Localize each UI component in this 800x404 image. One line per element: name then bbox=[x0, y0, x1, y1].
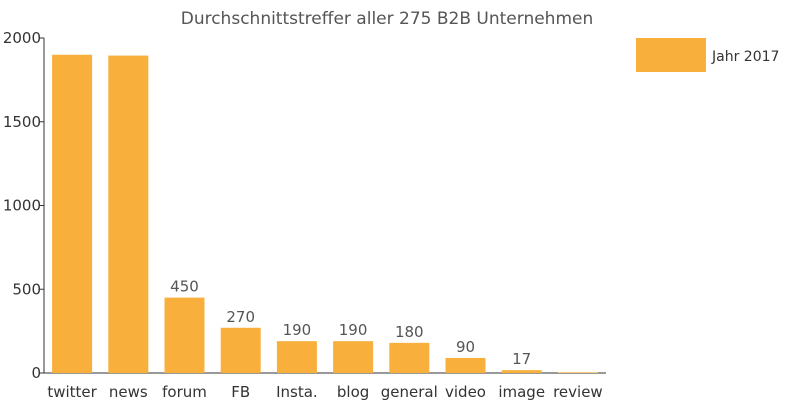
bar-insta bbox=[276, 341, 317, 373]
category-labels-group: twitter news forum FB Insta. blog general video… bbox=[47, 383, 602, 401]
data-label: 270 bbox=[226, 308, 255, 326]
chart-title: Durchschnittstreffer aller 275 B2B Unter… bbox=[181, 9, 594, 29]
category-label: twitter bbox=[47, 383, 97, 401]
bar-video bbox=[445, 357, 486, 373]
y-tick-label: 1500 bbox=[3, 113, 41, 131]
data-label: 180 bbox=[395, 323, 424, 341]
category-label: blog bbox=[337, 383, 369, 401]
data-label: 190 bbox=[339, 321, 368, 339]
category-label: FB bbox=[231, 383, 250, 401]
data-label: 190 bbox=[283, 321, 312, 339]
category-label: forum bbox=[162, 383, 207, 401]
data-labels-group: 450 270 190 190 180 90 17 bbox=[170, 278, 531, 369]
y-tick-label: 1000 bbox=[3, 197, 41, 215]
data-label: 90 bbox=[456, 338, 475, 356]
bar-blog bbox=[333, 341, 374, 373]
data-label: 17 bbox=[512, 350, 531, 368]
legend-swatch bbox=[636, 38, 706, 72]
category-label: general bbox=[381, 383, 438, 401]
y-tick-label: 0 bbox=[31, 364, 41, 382]
bar-twitter bbox=[52, 54, 93, 373]
bar-forum bbox=[164, 297, 205, 373]
category-label: Insta. bbox=[276, 383, 318, 401]
category-label: news bbox=[109, 383, 148, 401]
data-label: 450 bbox=[170, 278, 199, 296]
bar-fb bbox=[220, 327, 261, 373]
y-axis-ticks: 0 500 1000 1500 2000 bbox=[3, 29, 44, 382]
bars-group bbox=[52, 54, 598, 374]
bar-general bbox=[389, 342, 430, 373]
bar-review bbox=[557, 372, 598, 373]
y-tick-label: 500 bbox=[12, 280, 41, 298]
category-label: image bbox=[498, 383, 545, 401]
y-tick-label: 2000 bbox=[3, 29, 41, 47]
bar-image bbox=[501, 370, 542, 373]
legend-label: Jahr 2017 bbox=[711, 49, 779, 65]
category-label: video bbox=[445, 383, 486, 401]
bar-news bbox=[108, 55, 149, 374]
category-label: review bbox=[553, 383, 603, 401]
legend: Jahr 2017 bbox=[636, 38, 779, 72]
